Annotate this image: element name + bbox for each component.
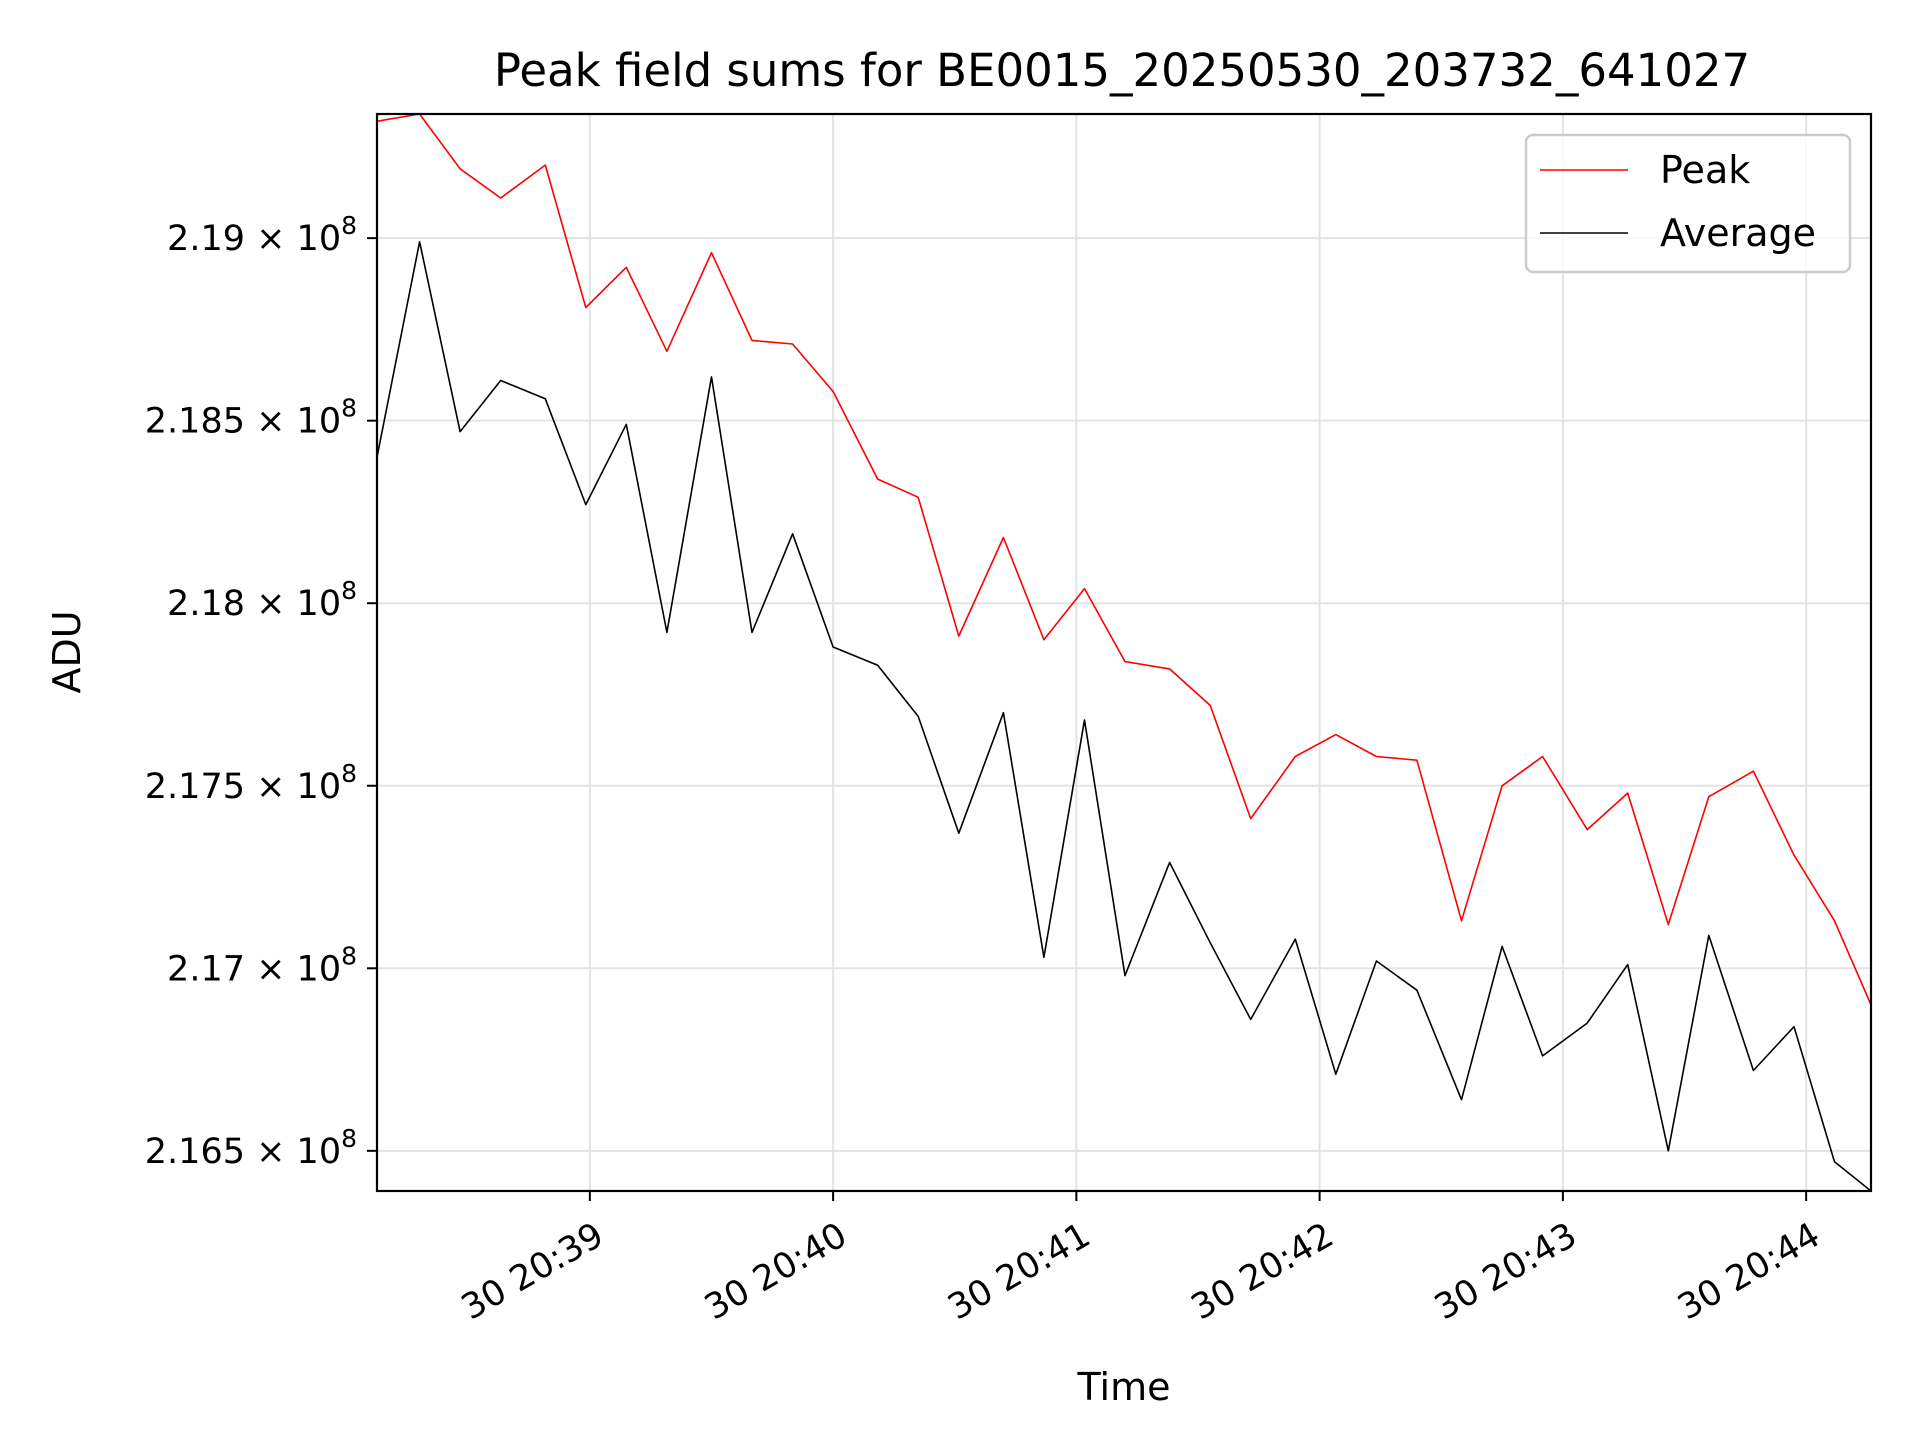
x-axis-label: Time [1077,1365,1171,1409]
y-tick-label: 2.19 × 108 [167,211,357,259]
legend-peak-label: Peak [1660,148,1750,192]
y-tick-label: 2.175 × 108 [145,759,357,807]
legend-average-label: Average [1660,211,1816,255]
y-axis-label: ADU [45,610,89,693]
y-tick-label: 2.18 × 108 [167,576,357,624]
plot-frame [375,112,1873,1193]
series-line-average [377,241,1871,1191]
series-lines [377,114,1871,1191]
series-line-peak [377,114,1871,1006]
y-tick-label: 2.165 × 108 [145,1124,357,1172]
chart-title: Peak field sums for BE0015_20250530_2037… [494,44,1750,97]
y-tick-label: 2.185 × 108 [145,394,357,442]
y-tick-label: 2.17 × 108 [167,941,357,989]
legend: Peak Average [1524,133,1852,274]
